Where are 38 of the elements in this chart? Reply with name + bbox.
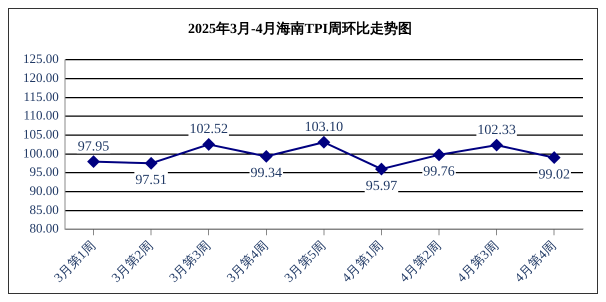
x-tick-label: 4月第3周 bbox=[454, 238, 502, 286]
point bbox=[88, 156, 100, 168]
x-tick-label: 3月第5周 bbox=[281, 238, 328, 286]
y-tick-label: 125.00 bbox=[23, 51, 59, 66]
point bbox=[548, 152, 560, 164]
point bbox=[318, 136, 330, 148]
data-label: 95.97 bbox=[366, 178, 398, 194]
data-label: 99.76 bbox=[423, 164, 455, 180]
y-tick-label: 115.00 bbox=[23, 88, 59, 104]
x-tick-label: 4月第2周 bbox=[396, 238, 444, 286]
chart-title: 2025年3月-4月海南TPI周环比走势图 bbox=[188, 21, 412, 38]
x-tick-label: 4月第4周 bbox=[511, 238, 559, 286]
data-label: 103.10 bbox=[304, 120, 344, 135]
x-tick-label: 3月第1周 bbox=[50, 238, 98, 286]
point bbox=[260, 150, 272, 162]
point bbox=[375, 163, 388, 176]
y-tick-label: 95.00 bbox=[30, 164, 59, 180]
x-tick-label: 3月第2周 bbox=[108, 238, 156, 286]
data-label: 97.95 bbox=[78, 139, 110, 154]
y-tick-label: 90.00 bbox=[30, 182, 59, 198]
point bbox=[202, 138, 215, 150]
x-tick-label: 4月第1周 bbox=[338, 238, 386, 286]
data-label: 99.02 bbox=[538, 167, 570, 182]
y-tick-label: 105.00 bbox=[23, 126, 59, 142]
y-tick-label: 80.00 bbox=[30, 220, 59, 236]
data-label: 97.51 bbox=[135, 172, 167, 188]
y-tick-label: 110.00 bbox=[23, 108, 59, 123]
data-label: 102.52 bbox=[189, 122, 228, 138]
x-tick-label: 3月第4周 bbox=[223, 238, 271, 286]
point bbox=[490, 139, 503, 152]
point bbox=[145, 157, 158, 170]
data-label: 99.34 bbox=[250, 166, 282, 182]
y-tick-label: 120.00 bbox=[23, 70, 59, 86]
y-tick-label: 100.00 bbox=[23, 145, 59, 160]
point bbox=[433, 148, 446, 161]
x-tick-label: 3月第3周 bbox=[166, 238, 214, 286]
data-label: 102.33 bbox=[477, 122, 516, 138]
y-tick-label: 85.00 bbox=[30, 202, 59, 217]
